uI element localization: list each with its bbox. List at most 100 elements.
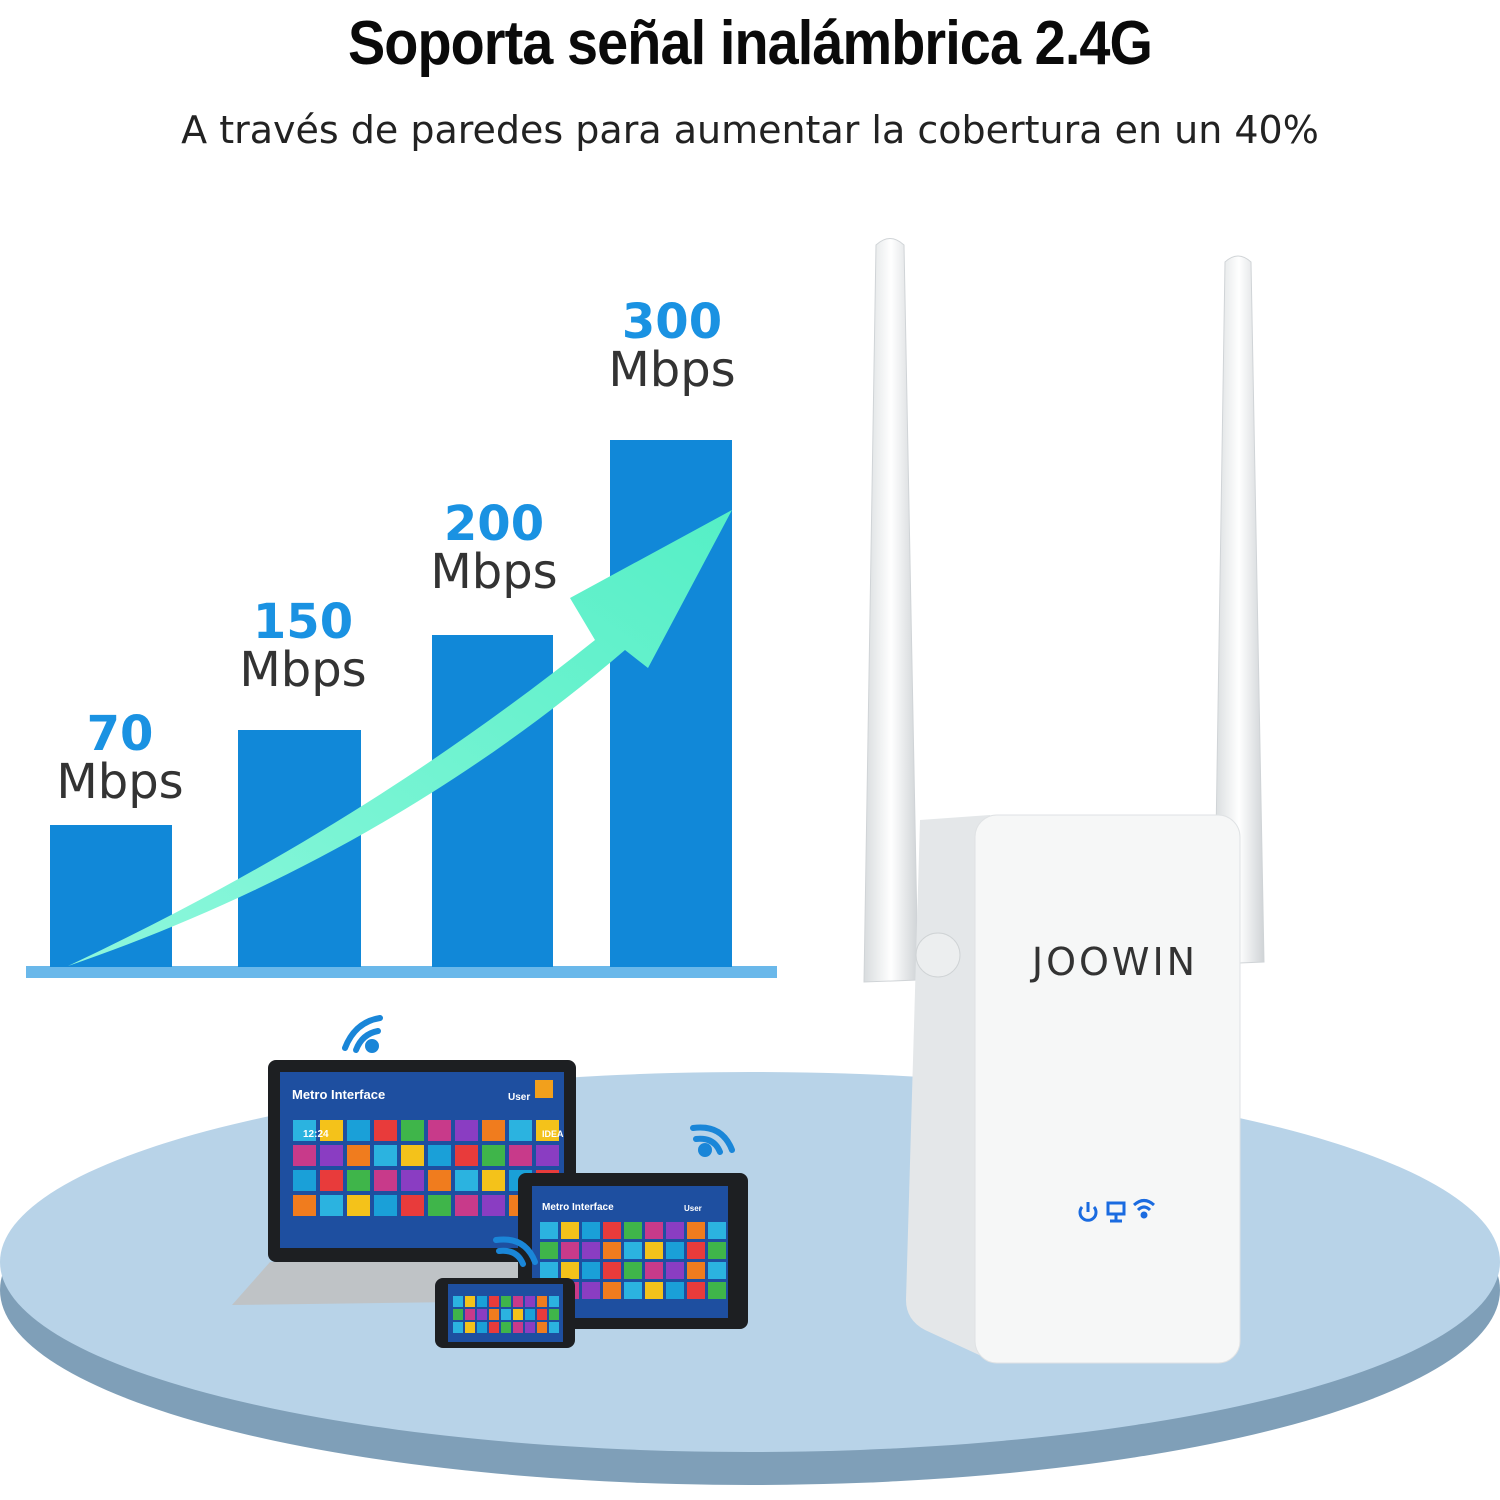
app-tile	[347, 1145, 370, 1166]
app-tile	[465, 1322, 475, 1333]
clock: 12:24	[303, 1129, 329, 1140]
app-tile	[482, 1145, 505, 1166]
app-tile	[347, 1195, 370, 1216]
app-tile	[489, 1296, 499, 1307]
app-tile	[477, 1309, 487, 1320]
screen-title: Metro Interface	[292, 1087, 385, 1102]
bar-unit: Mbps	[430, 544, 557, 600]
bar-value-200: 200	[444, 496, 544, 552]
app-tile	[549, 1322, 559, 1333]
app-tile	[501, 1322, 511, 1333]
app-tile	[708, 1282, 726, 1299]
app-tile	[453, 1322, 463, 1333]
app-tile	[624, 1222, 642, 1239]
app-tile	[374, 1120, 397, 1141]
ethernet-icon	[1106, 1201, 1126, 1223]
bar-value-300: 300	[622, 294, 722, 350]
bar-unit: Mbps	[608, 342, 735, 398]
app-tile	[536, 1145, 559, 1166]
app-tile	[455, 1170, 478, 1191]
router: JOOWIN	[863, 238, 1265, 1364]
app-tile	[428, 1145, 451, 1166]
app-tile	[509, 1145, 532, 1166]
power-icon	[1078, 1202, 1098, 1222]
app-tile	[549, 1296, 559, 1307]
brand-logo: JOOWIN	[1030, 940, 1198, 984]
app-tile	[536, 1120, 559, 1141]
laptop: Metro Interface User 12:24 IDEA	[232, 1060, 610, 1305]
app-tile	[453, 1309, 463, 1320]
app-tile	[455, 1120, 478, 1141]
app-tile	[293, 1145, 316, 1166]
app-tile	[537, 1322, 547, 1333]
bar-70	[50, 825, 172, 967]
app-tile	[666, 1242, 684, 1259]
app-tile	[537, 1296, 547, 1307]
app-tile	[645, 1242, 663, 1259]
app-tile	[666, 1262, 684, 1279]
app-tile	[666, 1222, 684, 1239]
wifi-icon	[1132, 1199, 1156, 1219]
page-subtitle: A través de paredes para aumentar la cob…	[181, 108, 1319, 152]
app-tile	[513, 1296, 523, 1307]
antenna-right	[1213, 255, 1265, 965]
bar-300	[610, 440, 732, 967]
app-tile	[482, 1195, 505, 1216]
app-tile	[320, 1170, 343, 1191]
app-tile	[428, 1120, 451, 1141]
app-tile	[320, 1120, 343, 1141]
app-tile	[582, 1262, 600, 1279]
app-tile	[401, 1120, 424, 1141]
app-tile	[455, 1195, 478, 1216]
phone	[435, 1278, 575, 1348]
screen-title: Metro Interface	[542, 1202, 614, 1213]
app-tile	[666, 1282, 684, 1299]
app-tile	[293, 1195, 316, 1216]
app-tile	[428, 1170, 451, 1191]
app-tile	[603, 1242, 621, 1259]
app-tile	[525, 1322, 535, 1333]
app-tile	[603, 1262, 621, 1279]
app-tile	[482, 1170, 505, 1191]
app-tile	[645, 1222, 663, 1239]
app-tile	[501, 1309, 511, 1320]
app-tile	[513, 1322, 523, 1333]
page-title: Soporta señal inalámbrica 2.4G	[347, 9, 1153, 78]
platform-top	[0, 1072, 1500, 1452]
app-tile	[453, 1296, 463, 1307]
app-tile	[561, 1242, 579, 1259]
app-tile	[320, 1145, 343, 1166]
app-tile	[477, 1322, 487, 1333]
app-tile	[687, 1242, 705, 1259]
app-tile	[537, 1309, 547, 1320]
app-tile	[582, 1242, 600, 1259]
app-tile	[428, 1195, 451, 1216]
bar-200	[432, 635, 553, 967]
app-tile	[603, 1222, 621, 1239]
app-tile	[645, 1282, 663, 1299]
app-tile	[540, 1242, 558, 1259]
app-tile	[603, 1282, 621, 1299]
app-tile	[489, 1322, 499, 1333]
user-label: User	[684, 1204, 702, 1213]
bar-value-70: 70	[87, 706, 154, 762]
app-tile	[549, 1309, 559, 1320]
app-tile	[374, 1195, 397, 1216]
antenna-left	[863, 238, 919, 983]
app-tile	[708, 1222, 726, 1239]
tile-label: IDEA	[542, 1129, 564, 1139]
app-tile	[561, 1262, 579, 1279]
app-tile	[489, 1309, 499, 1320]
app-tile	[687, 1262, 705, 1279]
app-tile	[374, 1145, 397, 1166]
app-tile	[401, 1170, 424, 1191]
app-tile	[293, 1120, 316, 1141]
app-tile	[624, 1242, 642, 1259]
app-tile	[540, 1222, 558, 1239]
app-tile	[509, 1120, 532, 1141]
app-tile	[687, 1282, 705, 1299]
user-label: User	[508, 1092, 530, 1103]
app-tile	[455, 1145, 478, 1166]
app-tile	[320, 1195, 343, 1216]
